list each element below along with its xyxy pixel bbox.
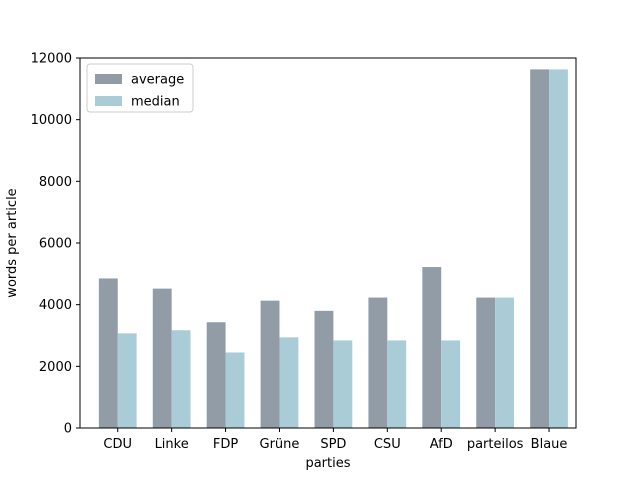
bar-median-AfD: [441, 340, 461, 428]
x-tick-label-SPD: SPD: [320, 437, 346, 452]
y-tick-label: 0: [64, 422, 72, 437]
bar-average-AfD: [422, 267, 442, 428]
x-axis: CDU Linke FDP Grüne SPD CSU AfD parteilos Blaue: [103, 428, 567, 452]
bars-layer: [98, 69, 568, 429]
x-tick-label-Linke: Linke: [155, 437, 189, 452]
bar-median-CSU: [387, 340, 407, 428]
x-tick-label-Grüne: Grüne: [260, 437, 300, 452]
bar-median-parteilos: [495, 297, 514, 428]
x-axis-label: parties: [305, 456, 350, 471]
bar-average-Grüne: [260, 300, 280, 428]
y-tick-label: 12000: [31, 52, 72, 67]
bar-median-SPD: [333, 340, 353, 428]
y-tick-label: 8000: [39, 175, 72, 190]
bar-average-Linke: [152, 288, 172, 428]
y-tick-label: 4000: [39, 298, 72, 313]
y-tick-label: 6000: [39, 237, 72, 252]
legend-swatch-average: [95, 74, 122, 84]
legend: average median: [86, 63, 194, 113]
x-tick-label-CDU: CDU: [103, 437, 132, 452]
bar-median-FDP: [225, 352, 245, 428]
legend-swatch-median: [95, 96, 122, 106]
bar-median-Grüne: [279, 337, 299, 428]
bar-average-Blaue: [530, 69, 550, 429]
x-tick-label-CSU: CSU: [374, 437, 401, 452]
bar-average-CDU: [98, 278, 118, 428]
bar-average-CSU: [368, 297, 388, 428]
bar-median-Blaue: [549, 69, 568, 429]
legend-label-median: median: [131, 95, 180, 110]
x-tick-label-AfD: AfD: [430, 437, 453, 452]
x-tick-label-Blaue: Blaue: [531, 437, 568, 452]
y-axis-label: words per article: [5, 188, 20, 297]
legend-label-average: average: [131, 73, 184, 88]
bar-average-FDP: [206, 322, 226, 428]
x-tick-label-FDP: FDP: [213, 437, 238, 452]
bar-median-CDU: [117, 333, 137, 428]
bar-average-parteilos: [476, 297, 496, 428]
y-tick-label: 2000: [39, 360, 72, 375]
y-tick-label: 10000: [31, 113, 72, 128]
bar-average-SPD: [314, 310, 334, 428]
x-tick-label-parteilos: parteilos: [467, 437, 524, 452]
bar-median-Linke: [171, 330, 191, 428]
y-axis: 0 2000 4000 6000 8000 10000 12000: [31, 52, 80, 437]
